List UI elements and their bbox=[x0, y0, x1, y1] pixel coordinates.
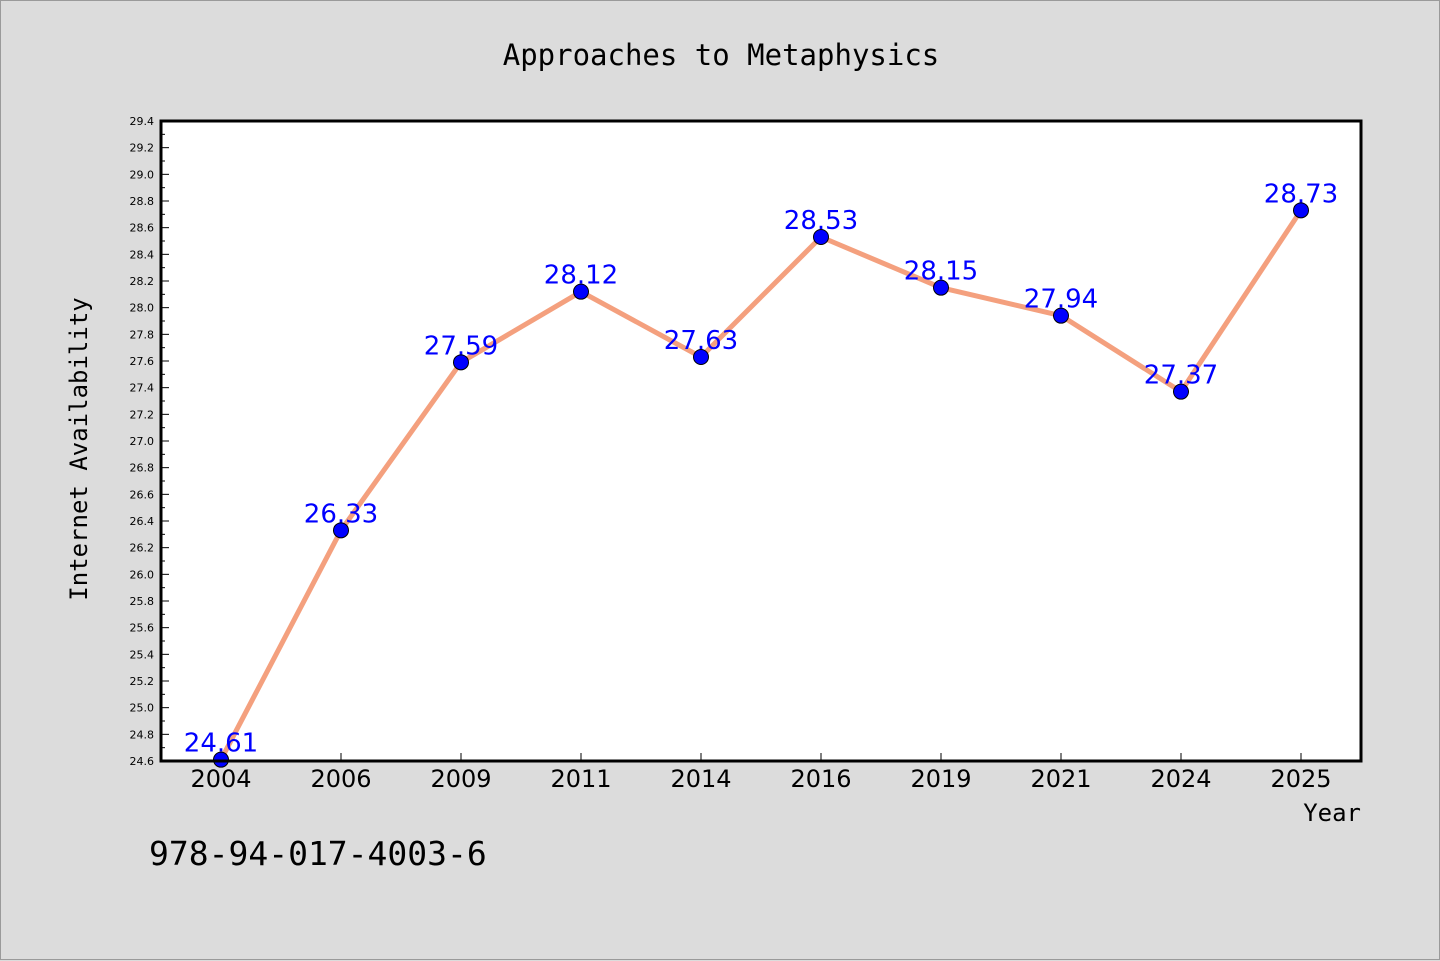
x-tick-label: 2025 bbox=[1270, 765, 1331, 793]
y-tick-label: 29.4 bbox=[130, 115, 155, 128]
data-point-label: 28.73 bbox=[1264, 179, 1338, 209]
x-tick-label: 2006 bbox=[310, 765, 371, 793]
data-point-label: 27.59 bbox=[424, 331, 498, 361]
y-tick-label: 26.6 bbox=[130, 488, 155, 501]
y-tick-label: 26.0 bbox=[130, 568, 155, 581]
data-point-marker bbox=[573, 283, 589, 300]
data-point-marker bbox=[1293, 202, 1309, 219]
x-tick-label: 2011 bbox=[550, 765, 611, 793]
y-tick-label: 29.0 bbox=[130, 168, 155, 181]
x-tick-label: 2009 bbox=[430, 765, 491, 793]
data-point-label: 27.37 bbox=[1144, 361, 1218, 391]
x-tick-label: 2016 bbox=[790, 765, 851, 793]
y-tick-label: 29.2 bbox=[130, 142, 155, 155]
y-tick-label: 28.8 bbox=[130, 195, 155, 208]
data-point-marker bbox=[1053, 307, 1069, 324]
x-axis-label: Year bbox=[1303, 799, 1361, 827]
x-tick-label: 2004 bbox=[190, 765, 251, 793]
y-tick-label: 25.6 bbox=[130, 622, 155, 635]
x-tick-label: 2021 bbox=[1030, 765, 1091, 793]
y-tick-label: 27.6 bbox=[130, 355, 155, 368]
x-tick-label: 2024 bbox=[1150, 765, 1211, 793]
y-axis-label: Internet Availability bbox=[65, 297, 93, 600]
y-axis-ticks: 24.6 24.8 25.0 25.2 25.4 25.6 25.8 26.0 26.2 26.4… bbox=[130, 115, 169, 768]
chart-title: Approaches to Metaphysics bbox=[503, 38, 940, 72]
data-point-marker bbox=[933, 279, 949, 296]
isbn-annotation: 978-94-017-4003-6 bbox=[149, 834, 487, 873]
data-point-label: 24.61 bbox=[184, 729, 258, 759]
y-tick-label: 27.4 bbox=[130, 382, 155, 395]
data-point-marker bbox=[453, 354, 469, 371]
y-tick-label: 28.6 bbox=[130, 222, 155, 235]
x-tick-label: 2014 bbox=[670, 765, 731, 793]
data-point-marker bbox=[333, 522, 349, 539]
data-point-marker bbox=[1173, 383, 1189, 400]
data-labels: 24.61 26.33 27.59 28.12 27.63 28.53 28.15 27.94… bbox=[184, 179, 1338, 758]
y-tick-label: 28.0 bbox=[130, 302, 155, 315]
x-axis-ticks: 2004 2006 2009 2011 2014 2016 2019 2021 2024 2025 bbox=[190, 753, 1332, 793]
y-tick-label: 25.0 bbox=[130, 702, 155, 715]
y-tick-label: 26.8 bbox=[130, 462, 155, 475]
y-tick-label: 25.2 bbox=[130, 675, 155, 688]
x-tick-label: 2019 bbox=[910, 765, 971, 793]
plot-area bbox=[161, 121, 1361, 761]
y-tick-label: 26.2 bbox=[130, 542, 155, 555]
y-tick-label: 27.8 bbox=[130, 328, 155, 341]
y-tick-label: 24.8 bbox=[130, 728, 155, 741]
data-markers bbox=[213, 202, 1309, 768]
y-tick-label: 24.6 bbox=[130, 755, 155, 768]
y-tick-label: 25.8 bbox=[130, 595, 155, 608]
y-tick-label: 27.0 bbox=[130, 435, 155, 448]
y-tick-label: 28.4 bbox=[130, 248, 155, 261]
data-point-label: 28.12 bbox=[544, 261, 618, 291]
data-point-label: 28.15 bbox=[904, 257, 978, 287]
series-line bbox=[218, 208, 1304, 761]
data-point-label: 28.53 bbox=[784, 206, 858, 236]
data-point-label: 27.63 bbox=[664, 326, 738, 356]
data-point-label: 26.33 bbox=[304, 499, 378, 529]
y-tick-label: 28.2 bbox=[130, 275, 155, 288]
y-tick-label: 25.4 bbox=[130, 648, 155, 661]
data-point-marker bbox=[693, 349, 709, 365]
data-point-marker bbox=[813, 229, 829, 245]
y-tick-label: 26.4 bbox=[130, 515, 155, 528]
y-tick-label: 27.2 bbox=[130, 408, 155, 421]
data-point-label: 27.94 bbox=[1024, 285, 1098, 315]
plot-frame bbox=[159, 119, 1363, 763]
